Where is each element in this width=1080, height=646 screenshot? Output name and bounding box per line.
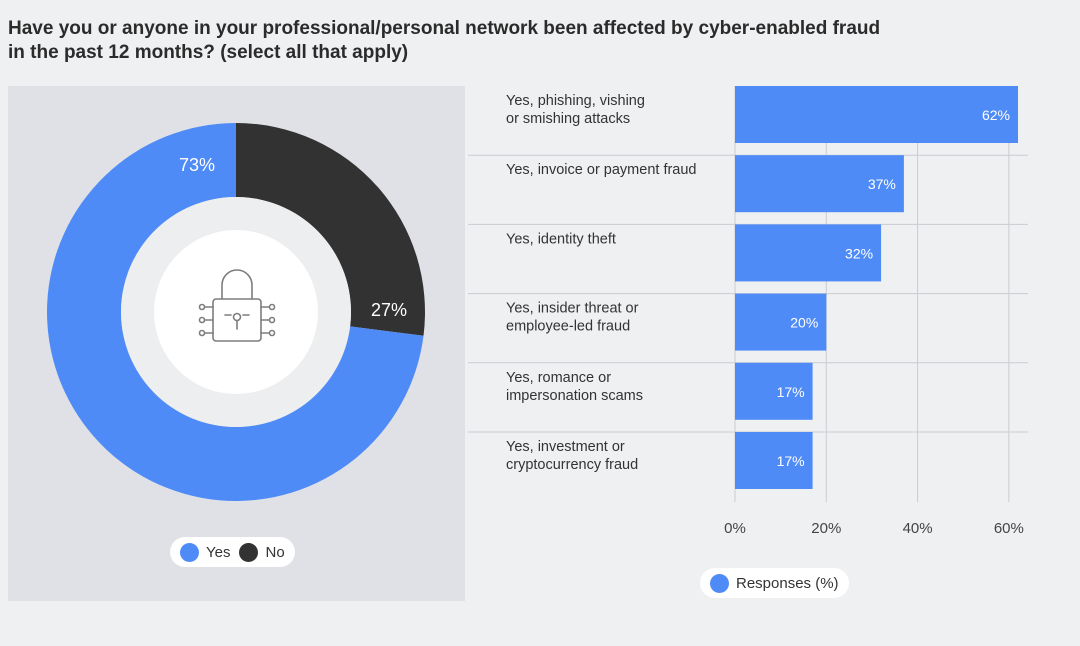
legend-responses-label: Responses (%) <box>736 574 839 592</box>
category-label-3-1: employee-led fraud <box>506 319 630 335</box>
title-line-2: in the past 12 months? (select all that … <box>8 42 409 63</box>
category-label-4-0: Yes, romance or <box>506 370 611 386</box>
legend-responses-swatch <box>710 573 729 593</box>
bar-2 <box>735 224 882 282</box>
legend-yes-swatch <box>180 542 199 562</box>
lock-circuit-icon <box>198 269 276 342</box>
x-tick-label-0: 0% <box>724 520 746 537</box>
category-label-4-1: impersonation scams <box>506 388 643 404</box>
donut-label-yes: 73% <box>179 155 215 175</box>
category-label-0-1: or smishing attacks <box>506 111 630 127</box>
bar-value-label-1: 37% <box>868 176 896 192</box>
category-label-5-0: Yes, investment or <box>506 439 625 455</box>
category-label-1-0: Yes, invoice or payment fraud <box>506 162 697 178</box>
bar-4 <box>735 362 813 420</box>
bar-5 <box>735 432 813 489</box>
x-tick-label-1: 20% <box>811 520 841 537</box>
title-line-1: Have you or anyone in your professional/… <box>8 18 881 39</box>
donut-label-no: 27% <box>371 300 407 320</box>
bar-value-label-4: 17% <box>777 384 805 400</box>
legend-yes-label: Yes <box>206 543 231 561</box>
donut-legend: Yes No <box>170 537 295 567</box>
donut-center-disc <box>154 230 318 394</box>
legend-no-swatch <box>239 542 259 562</box>
bar-value-label-5: 17% <box>777 453 805 469</box>
bar-value-label-2: 32% <box>845 245 873 261</box>
bar-0 <box>735 86 1018 143</box>
category-label-5-1: cryptocurrency fraud <box>506 457 638 473</box>
chart-title: Have you or anyone in your professional/… <box>8 17 1008 65</box>
x-tick-label-2: 40% <box>903 520 933 537</box>
donut-slice-no <box>236 123 426 336</box>
bar-1 <box>735 155 904 213</box>
x-tick-label-3: 60% <box>994 520 1024 537</box>
category-label-0-0: Yes, phishing, vishing <box>506 93 645 109</box>
bar-value-label-0: 62% <box>982 107 1010 123</box>
category-label-2-0: Yes, identity theft <box>506 231 616 247</box>
donut-slice-yes <box>47 123 424 501</box>
bar-3 <box>735 293 827 351</box>
bar-value-label-3: 20% <box>790 315 818 331</box>
category-label-3-0: Yes, insider threat or <box>506 301 639 317</box>
legend-no-label: No <box>265 543 285 561</box>
bar-legend: Responses (%) <box>700 568 849 598</box>
